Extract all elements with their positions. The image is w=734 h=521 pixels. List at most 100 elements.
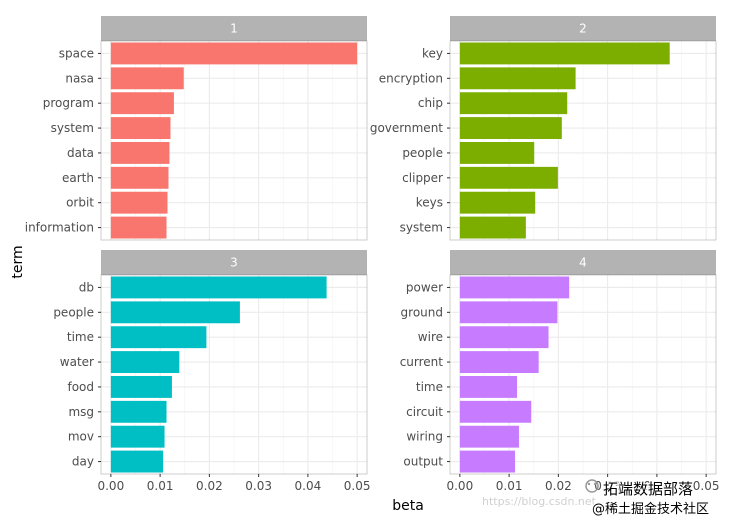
bar-wire [459,326,549,349]
bar-system [459,216,526,239]
y-tick-label: food [67,380,94,394]
bar-people [110,301,240,324]
y-tick-label: water [60,355,94,369]
watermark: https://blog.csdn.net 拓端数据部落 @稀土掘金技术社区 [482,479,710,519]
facet-strip [450,250,716,275]
x-tick-label: 0.03 [594,479,621,493]
x-tick-label: 0.02 [196,479,223,493]
y-tick-label: information [25,221,94,235]
panel-border [100,40,368,241]
y-tick-label: ground [401,305,443,319]
bar-db [110,276,327,299]
bar-people [459,141,535,164]
bar-current [459,351,539,374]
y-tick-label: current [400,355,444,369]
x-tick-label: 0.01 [496,479,523,493]
y-tick-label: wire [418,330,443,344]
bar-chip [459,92,568,115]
y-tick-label: time [416,380,443,394]
y-tick-label: nasa [65,71,94,85]
facet-strip [101,16,367,41]
facet-panel-2: 2 key encryption chip government people clippe… [370,16,717,241]
facets-layer: 1 space nasa program system data earth orbit inf… [25,16,720,493]
facet-strip-label: 2 [579,22,587,36]
x-tick-label: 0.01 [147,479,174,493]
y-tick-label: msg [68,405,94,419]
x-tick-label: 0.05 [693,479,720,493]
bar-keys [459,191,536,214]
facet-strip-label: 4 [579,256,587,270]
y-tick-label: db [79,280,94,294]
bar-water [110,351,180,374]
facet-strip [101,250,367,275]
y-axis-title: term [10,245,26,278]
bar-msg [110,400,167,423]
y-tick-label: key [422,46,443,60]
bar-clipper [459,166,558,189]
y-tick-label: output [403,455,443,469]
bar-government [459,117,562,140]
x-tick-label: 0.04 [644,479,671,493]
x-tick-label: 0.04 [295,479,322,493]
bar-key [459,42,670,65]
panel-border [449,274,717,475]
bar-system [110,117,171,140]
bar-time [459,375,517,398]
y-tick-label: people [402,146,443,160]
watermark-brand: 拓端数据部落 [603,480,693,498]
y-tick-label: chip [418,96,443,110]
bar-food [110,375,172,398]
bar-day [110,450,164,473]
bar-encryption [459,67,576,90]
panel-border [449,40,717,241]
bar-orbit [110,191,168,214]
bar-circuit [459,400,532,423]
x-tick-label: 0.05 [344,479,371,493]
bar-output [459,450,516,473]
y-tick-label: clipper [402,171,443,185]
bar-time [110,326,207,349]
bar-program [110,92,174,115]
y-tick-label: earth [62,171,94,185]
y-tick-label: system [400,221,443,235]
bar-nasa [110,67,184,90]
facet-panel-1: 1 space nasa program system data earth orbit inf… [25,16,368,241]
bar-mov [110,425,165,448]
x-tick-label: 0.02 [545,479,572,493]
bar-information [110,216,167,239]
bar-ground [459,301,558,324]
y-tick-label: circuit [406,405,443,419]
bar-data [110,141,170,164]
watermark-subtext: @稀土掘金技术社区 [592,501,709,517]
x-tick-label: 0.00 [97,479,124,493]
y-tick-label: mov [68,430,94,444]
bar-earth [110,166,169,189]
y-tick-label: encryption [379,71,443,85]
x-tick-label: 0.00 [446,479,473,493]
bar-power [459,276,570,299]
facet-strip [450,16,716,41]
x-tick-label: 0.03 [245,479,272,493]
watermark-blog-url: https://blog.csdn.net [482,495,597,508]
bar-space [110,42,358,65]
y-tick-label: system [51,121,94,135]
y-tick-label: wiring [406,430,443,444]
y-tick-label: people [53,305,94,319]
y-tick-label: day [72,455,94,469]
facet-panel-4: 4 power ground wire current time circuit wiring… [400,250,720,493]
panel-border [100,274,368,475]
y-tick-label: orbit [66,196,94,210]
y-tick-label: time [67,330,94,344]
facet-strip-label: 1 [230,22,238,36]
facet-strip-label: 3 [230,256,238,270]
y-tick-label: data [67,146,94,160]
watermark-logo-icon [585,479,599,493]
y-tick-label: space [59,46,94,60]
bar-wiring [459,425,519,448]
y-tick-label: government [370,121,443,135]
y-tick-label: keys [416,196,443,210]
y-tick-label: power [406,280,443,294]
y-tick-label: program [43,96,94,110]
